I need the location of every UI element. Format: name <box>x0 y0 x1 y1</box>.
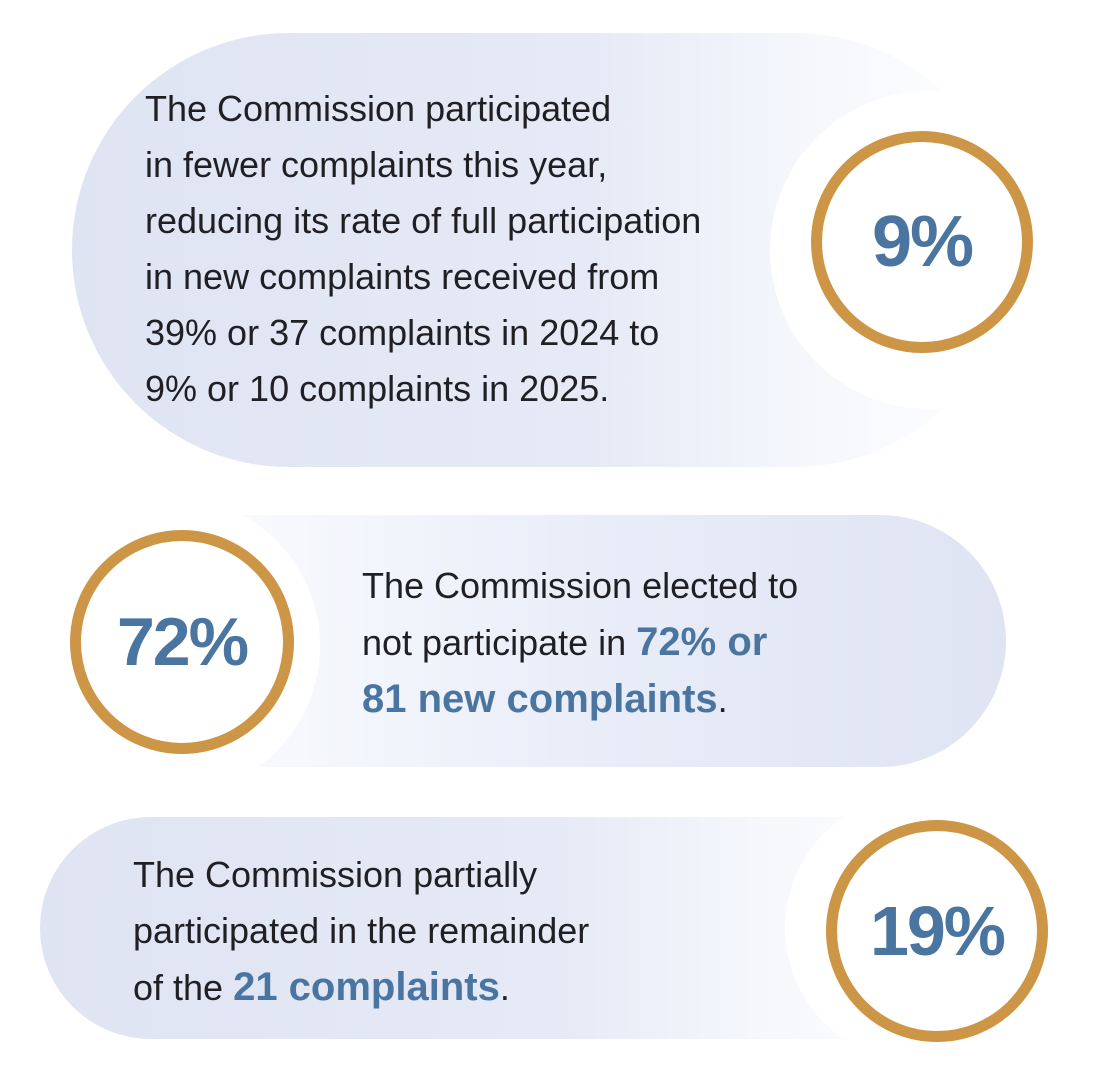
text-line: 39% or 37 complaints in 2024 to <box>145 312 660 353</box>
highlight-text: 81 new complaints <box>362 677 718 721</box>
text-line: not participate in 72% or <box>362 614 798 671</box>
text-line: participated in the remainder <box>133 910 590 951</box>
text-plain: . <box>499 967 510 1008</box>
stat-ring-9: 9% <box>811 131 1033 353</box>
stat-percent-72: 72% <box>116 604 249 680</box>
text-line: The Commission participated <box>145 88 612 129</box>
stat-percent-19: 19% <box>869 892 1006 970</box>
stat-ring-19: 19% <box>826 820 1048 1042</box>
text-line: The Commission elected to <box>362 565 799 606</box>
highlight-text: 21 complaints <box>233 965 500 1009</box>
text-line: reducing its rate of full participation <box>145 200 702 241</box>
text-plain: . <box>717 679 728 720</box>
text-plain: of the <box>133 967 234 1008</box>
text-line: 81 new complaints. <box>362 671 798 728</box>
stat-text-partial-participation: The Commission partially participated in… <box>133 847 589 1016</box>
text-line: 9% or 10 complaints in 2025. <box>145 368 610 409</box>
highlight-text: 72% or <box>636 620 768 664</box>
text-line: in new complaints received from <box>145 256 660 297</box>
text-plain: not participate in <box>362 622 637 663</box>
text-line: The Commission partially <box>133 854 538 895</box>
stat-percent-9: 9% <box>871 202 974 282</box>
stat-ring-72: 72% <box>70 530 294 754</box>
text-line: in fewer complaints this year, <box>145 144 608 185</box>
text-line: of the 21 complaints. <box>133 959 589 1016</box>
stat-text-not-participate: The Commission elected to not participat… <box>362 558 798 728</box>
stat-text-full-participation: The Commission participated in fewer com… <box>145 81 701 417</box>
